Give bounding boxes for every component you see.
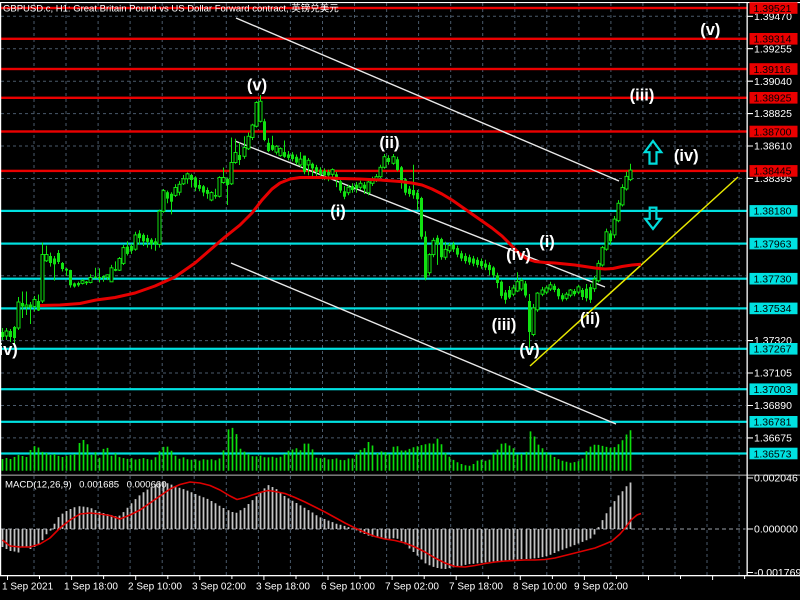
svg-text:3 Sep 02:00: 3 Sep 02:00 <box>192 582 246 593</box>
svg-text:9 Sep 02:00: 9 Sep 02:00 <box>574 582 628 593</box>
svg-text:1.36781: 1.36781 <box>754 417 792 429</box>
svg-text:1.39521: 1.39521 <box>754 3 792 15</box>
svg-text:1.38825: 1.38825 <box>754 108 792 120</box>
svg-text:1.36573: 1.36573 <box>754 448 792 460</box>
svg-text:(iv): (iv) <box>0 341 18 359</box>
svg-text:1.39470: 1.39470 <box>754 11 792 23</box>
svg-text:(iv): (iv) <box>506 246 531 264</box>
svg-text:1.39314: 1.39314 <box>754 34 792 46</box>
svg-text:(iii): (iii) <box>492 316 517 334</box>
svg-text:MACD(12,26,9) 0.001685 0.000: MACD(12,26,9) 0.001685 0.000660 <box>5 480 167 491</box>
svg-text:0.000000: 0.000000 <box>754 524 798 536</box>
svg-text:(ii): (ii) <box>580 310 600 328</box>
svg-text:0.002046: 0.002046 <box>754 473 798 485</box>
svg-text:8 Sep 10:00: 8 Sep 10:00 <box>513 582 567 593</box>
svg-text:3 Sep 18:00: 3 Sep 18:00 <box>256 582 310 593</box>
svg-text:1.38700: 1.38700 <box>754 126 792 138</box>
svg-text:1.38610: 1.38610 <box>754 141 792 153</box>
svg-text:1.37963: 1.37963 <box>754 238 792 250</box>
svg-text:(ii): (ii) <box>379 134 399 152</box>
svg-text:1.39255: 1.39255 <box>754 43 792 55</box>
svg-text:1.39040: 1.39040 <box>754 76 792 88</box>
svg-text:6 Sep 10:00: 6 Sep 10:00 <box>321 582 375 593</box>
svg-text:2 Sep 10:00: 2 Sep 10:00 <box>128 582 182 593</box>
svg-text:1.38445: 1.38445 <box>754 166 792 178</box>
svg-text:1.37534: 1.37534 <box>754 303 792 315</box>
svg-text:(v): (v) <box>519 341 539 359</box>
svg-text:(v): (v) <box>700 21 720 39</box>
svg-text:(iii): (iii) <box>630 87 655 105</box>
svg-text:-0.001769: -0.001769 <box>754 567 800 579</box>
svg-text:7 Sep 18:00: 7 Sep 18:00 <box>449 582 503 593</box>
svg-text:1 Sep 18:00: 1 Sep 18:00 <box>64 582 118 593</box>
svg-text:1.36675: 1.36675 <box>754 433 792 445</box>
svg-text:(iv): (iv) <box>674 147 699 165</box>
svg-text:1.36890: 1.36890 <box>754 400 792 412</box>
svg-text:7 Sep 02:00: 7 Sep 02:00 <box>385 582 439 593</box>
svg-text:1 Sep 2021: 1 Sep 2021 <box>2 582 54 593</box>
svg-text:1.37105: 1.37105 <box>754 368 792 380</box>
svg-text:1.39116: 1.39116 <box>754 64 791 76</box>
svg-text:(i): (i) <box>539 233 555 251</box>
svg-text:1.37003: 1.37003 <box>754 384 792 396</box>
svg-text:(i): (i) <box>330 203 346 221</box>
svg-text:(v): (v) <box>247 77 267 95</box>
svg-text:1.37267: 1.37267 <box>754 344 792 356</box>
svg-text:1.38180: 1.38180 <box>754 206 792 218</box>
svg-text:1.37730: 1.37730 <box>754 274 792 286</box>
svg-text:1.38925: 1.38925 <box>754 93 792 105</box>
svg-text:GBPUSD.c, H1: Great Britain P: GBPUSD.c, H1: Great Britain Pound vs US … <box>3 2 339 14</box>
